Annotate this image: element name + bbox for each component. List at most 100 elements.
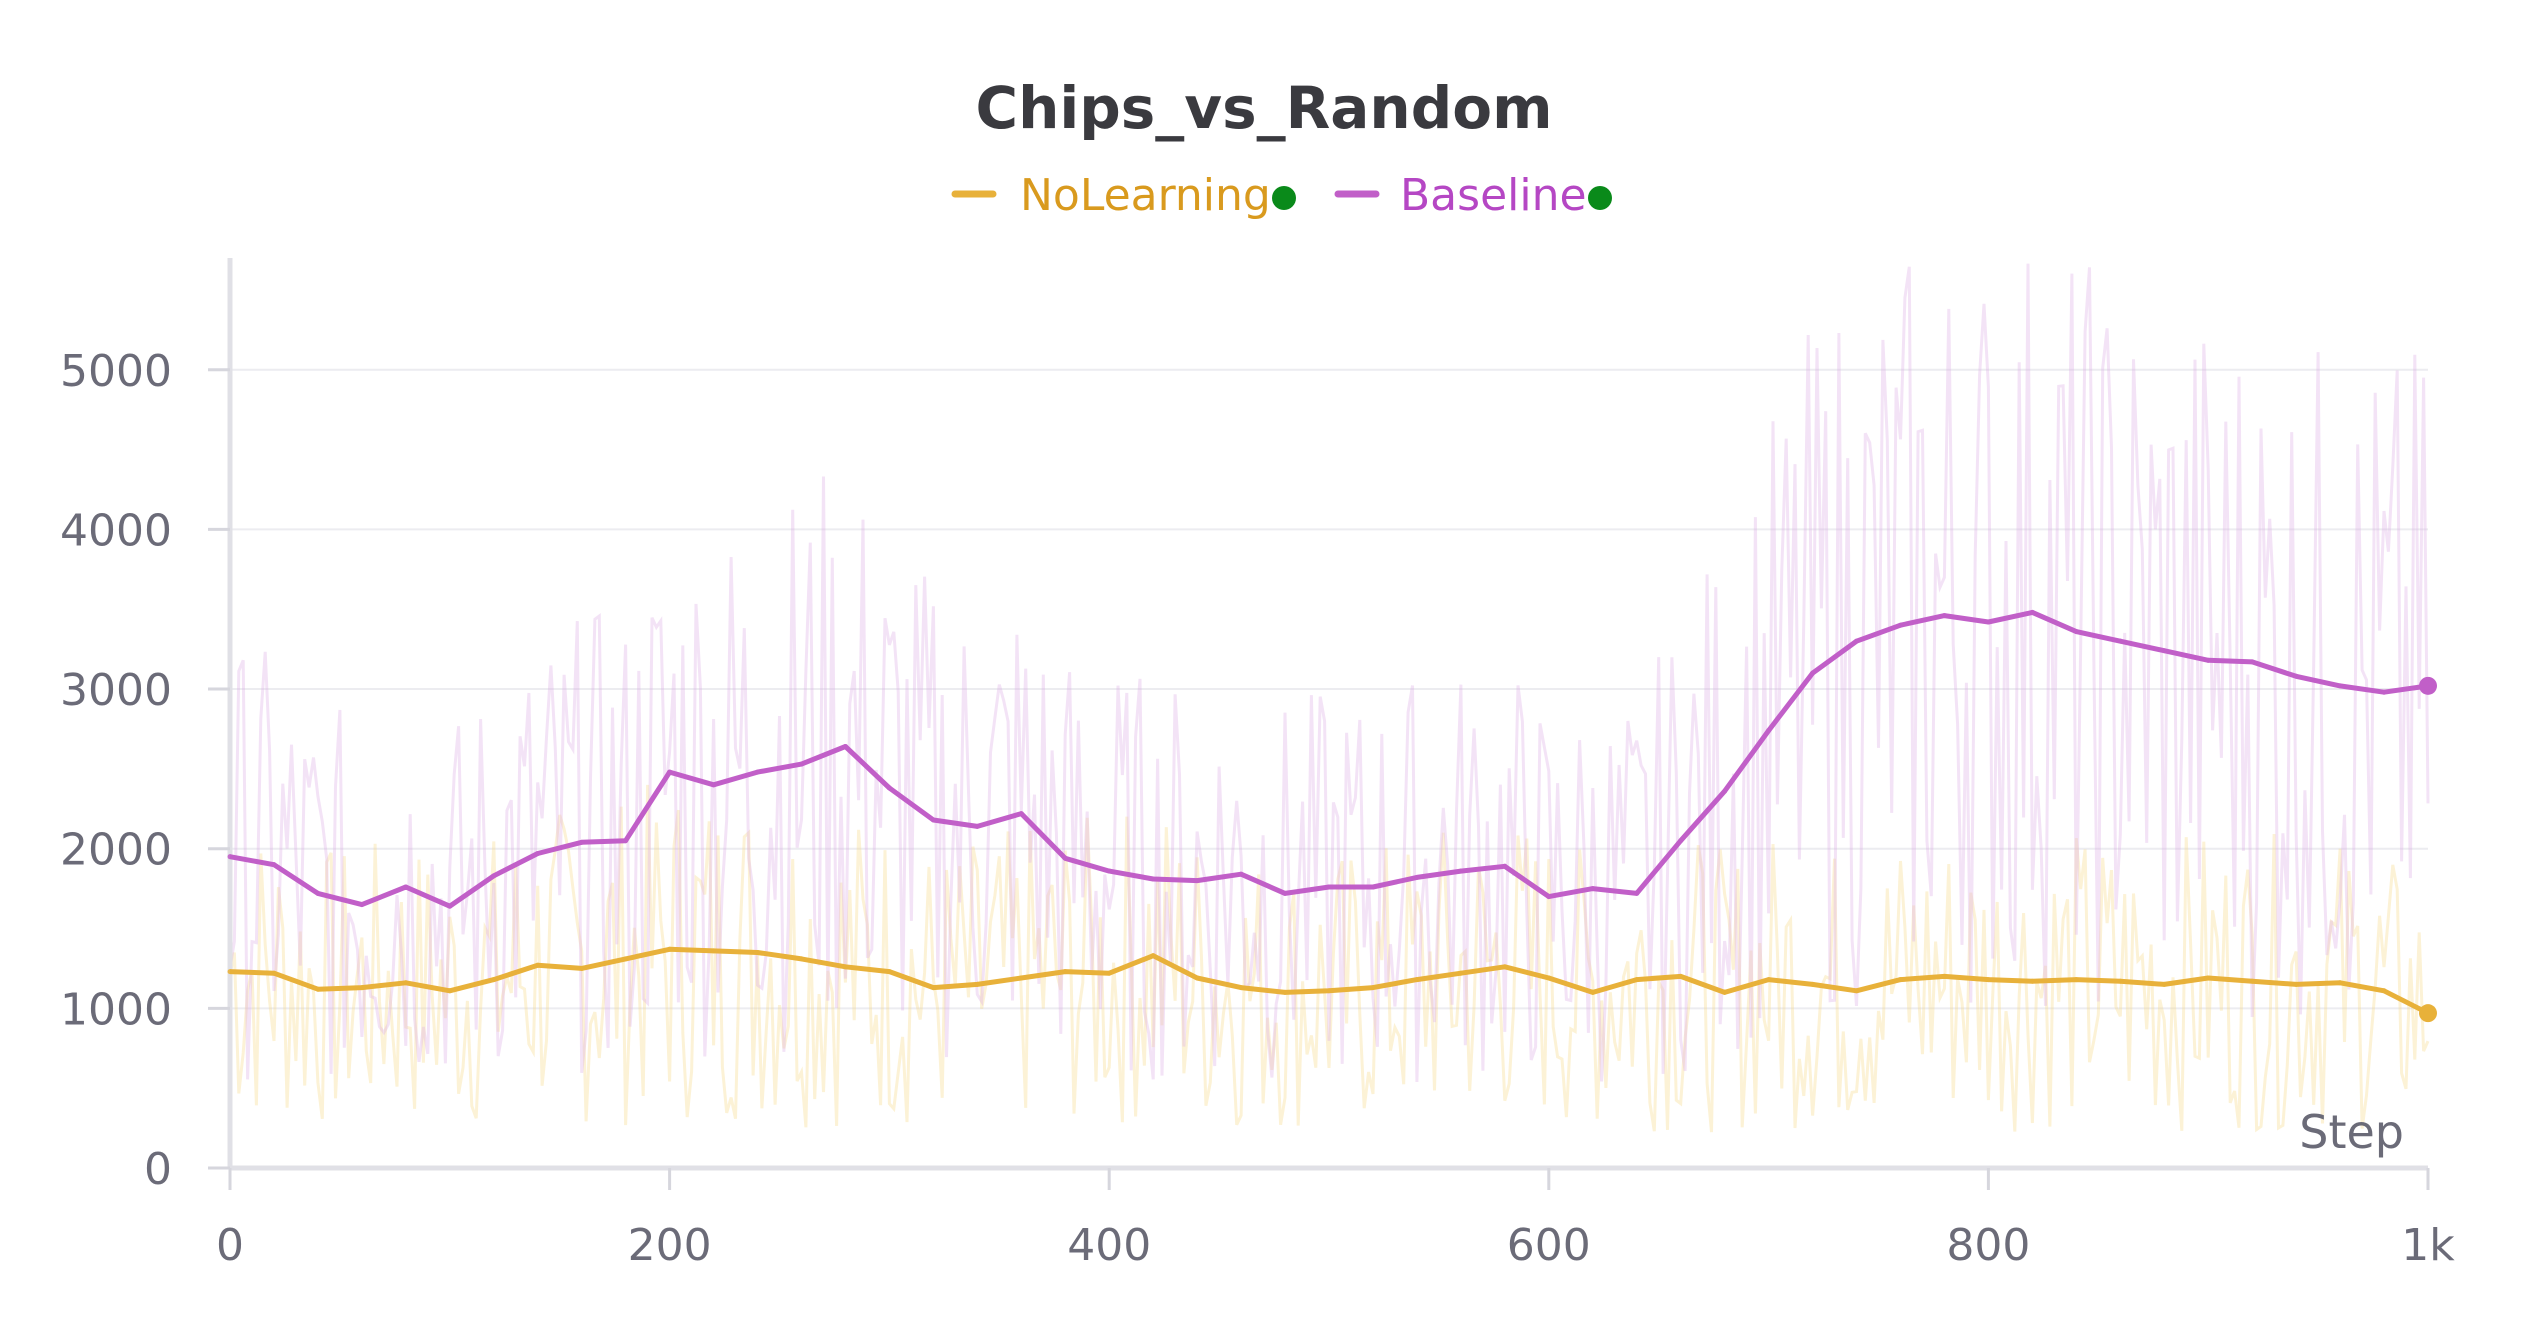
- data-point-nolearning: [535, 962, 541, 968]
- data-point-baseline: [2205, 657, 2211, 663]
- data-point-baseline: [2381, 689, 2387, 695]
- x-axis-label: Step: [2299, 1105, 2404, 1159]
- data-point-nolearning: [2293, 981, 2299, 987]
- data-point-baseline: [1678, 838, 1684, 844]
- series-layer: [227, 609, 2431, 1016]
- x-tick-label: 800: [1946, 1220, 2030, 1271]
- data-point-baseline: [2293, 673, 2299, 679]
- data-point-baseline: [1238, 871, 1244, 877]
- data-point-baseline: [403, 884, 409, 890]
- data-point-nolearning: [491, 977, 497, 983]
- data-point-nolearning: [1458, 970, 1464, 976]
- data-point-baseline: [2249, 659, 2255, 665]
- data-point-baseline: [623, 838, 629, 844]
- legend-item-nolearning[interactable]: NoLearning: [951, 170, 1296, 221]
- y-tick-label: 5000: [60, 346, 172, 397]
- x-tick-label: 200: [628, 1220, 712, 1271]
- data-point-nolearning: [886, 969, 892, 975]
- data-point-nolearning: [227, 969, 233, 975]
- data-point-nolearning: [359, 985, 365, 991]
- x-tick-label: 600: [1507, 1220, 1591, 1271]
- data-point-nolearning: [1062, 969, 1068, 975]
- raw-line-baseline: [228, 263, 2430, 1083]
- raw-series-layer: [228, 263, 2430, 1133]
- x-tick-label: 1k: [2401, 1220, 2455, 1271]
- data-point-baseline: [579, 839, 585, 845]
- data-point-baseline: [2161, 648, 2167, 654]
- data-point-nolearning: [2205, 975, 2211, 981]
- legend-label-nolearning: NoLearning: [1020, 170, 1271, 221]
- y-tick-label: 1000: [60, 984, 172, 1035]
- data-point-baseline: [1370, 884, 1376, 890]
- data-point-nolearning: [1370, 985, 1376, 991]
- data-point-nolearning: [1590, 989, 1596, 995]
- data-point-nolearning: [1766, 977, 1772, 983]
- data-point-baseline: [271, 862, 277, 868]
- data-point-baseline: [667, 769, 673, 775]
- endpoint-nolearning[interactable]: [2419, 1004, 2437, 1023]
- data-point-nolearning: [403, 980, 409, 986]
- data-point-nolearning: [1414, 977, 1420, 983]
- data-point-nolearning: [2029, 978, 2035, 984]
- data-point-baseline: [1590, 886, 1596, 892]
- x-tick-label: 400: [1067, 1220, 1151, 1271]
- data-point-nolearning: [1941, 973, 1947, 979]
- axes: [227, 258, 2428, 1171]
- data-point-baseline: [1414, 874, 1420, 880]
- data-point-nolearning: [1634, 977, 1640, 983]
- data-point-baseline: [1282, 890, 1288, 896]
- data-point-nolearning: [1722, 989, 1728, 995]
- data-point-nolearning: [1194, 975, 1200, 981]
- endpoint-baseline[interactable]: [2419, 676, 2437, 695]
- data-point-baseline: [1810, 670, 1816, 676]
- y-tick-label: 0: [144, 1144, 172, 1195]
- status-dot-baseline: [1588, 186, 1612, 210]
- status-dot-nolearning: [1272, 186, 1296, 210]
- data-point-nolearning: [1502, 964, 1508, 970]
- data-point-nolearning: [755, 949, 761, 955]
- data-point-baseline: [1194, 878, 1200, 884]
- data-point-nolearning: [1150, 953, 1156, 959]
- data-point-baseline: [1150, 876, 1156, 882]
- raw-line-nolearning: [228, 784, 2430, 1133]
- legend-label-baseline: Baseline: [1400, 170, 1587, 221]
- endpoints: [2419, 676, 2437, 1023]
- data-point-baseline: [1854, 638, 1860, 644]
- data-point-nolearning: [2249, 978, 2255, 984]
- data-point-nolearning: [1985, 977, 1991, 983]
- data-point-nolearning: [1810, 981, 1816, 987]
- data-point-nolearning: [2073, 977, 2079, 983]
- data-point-baseline: [1634, 890, 1640, 896]
- data-point-baseline: [974, 823, 980, 829]
- data-point-baseline: [1766, 728, 1772, 734]
- data-point-baseline: [711, 782, 717, 788]
- data-point-nolearning: [930, 985, 936, 991]
- data-point-nolearning: [2381, 988, 2387, 994]
- data-point-baseline: [1326, 884, 1332, 890]
- data-point-nolearning: [447, 988, 453, 994]
- data-point-baseline: [2073, 629, 2079, 635]
- data-point-baseline: [2029, 609, 2035, 615]
- data-point-baseline: [798, 761, 804, 767]
- y-tick-label: 2000: [60, 825, 172, 876]
- data-point-nolearning: [1282, 989, 1288, 995]
- data-point-baseline: [491, 873, 497, 879]
- data-point-nolearning: [974, 981, 980, 987]
- data-point-nolearning: [2337, 980, 2343, 986]
- data-point-nolearning: [798, 956, 804, 962]
- data-point-nolearning: [1897, 977, 1903, 983]
- data-point-baseline: [1941, 613, 1947, 619]
- data-point-baseline: [930, 817, 936, 823]
- data-point-nolearning: [1018, 975, 1024, 981]
- data-point-nolearning: [623, 956, 629, 962]
- data-point-nolearning: [2117, 978, 2123, 984]
- data-point-baseline: [359, 902, 365, 908]
- data-point-nolearning: [271, 970, 277, 976]
- data-point-nolearning: [711, 948, 717, 954]
- legend-item-baseline[interactable]: Baseline: [1334, 170, 1612, 221]
- data-point-nolearning: [579, 965, 585, 971]
- data-point-baseline: [1018, 811, 1024, 817]
- data-point-nolearning: [1678, 973, 1684, 979]
